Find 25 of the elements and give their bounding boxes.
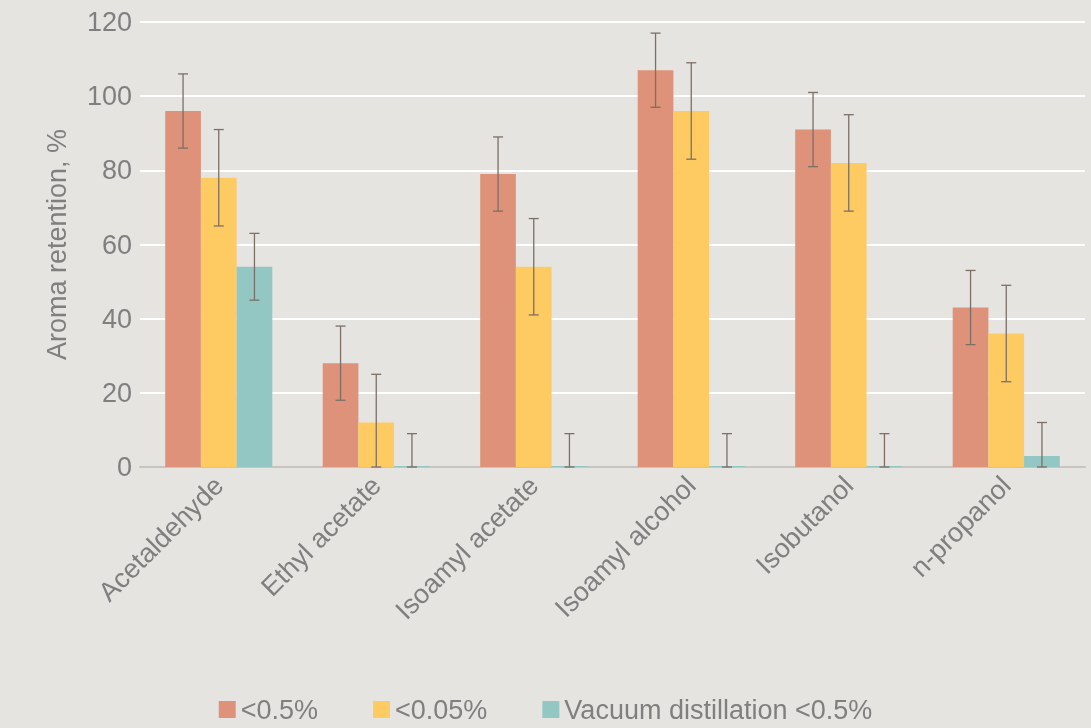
y-tick-label: 60 (101, 229, 132, 260)
y-tick-label: 40 (101, 303, 132, 334)
bar (1024, 455, 1060, 467)
y-tick-label: 100 (86, 81, 132, 112)
bar (673, 111, 710, 467)
legend-label: Vacuum distillation <0.5% (564, 694, 873, 725)
y-tick-label: 80 (101, 155, 132, 186)
bar (322, 363, 359, 467)
legend-label: <0.05% (395, 694, 488, 725)
bar (830, 162, 867, 467)
bar (165, 111, 201, 467)
bar (637, 70, 674, 467)
y-axis-title: Aroma retention, % (41, 128, 72, 361)
y-tick-label: 0 (116, 452, 132, 482)
y-tick-label: 20 (101, 377, 132, 408)
bar (236, 266, 273, 467)
bar (795, 129, 831, 467)
bar (358, 422, 395, 467)
bar (480, 174, 516, 467)
legend-label: <0.5% (240, 694, 319, 725)
bar (952, 307, 989, 467)
y-tick-label: 120 (86, 7, 132, 37)
bar (515, 266, 552, 467)
bar (200, 177, 237, 467)
bar (988, 333, 1025, 467)
